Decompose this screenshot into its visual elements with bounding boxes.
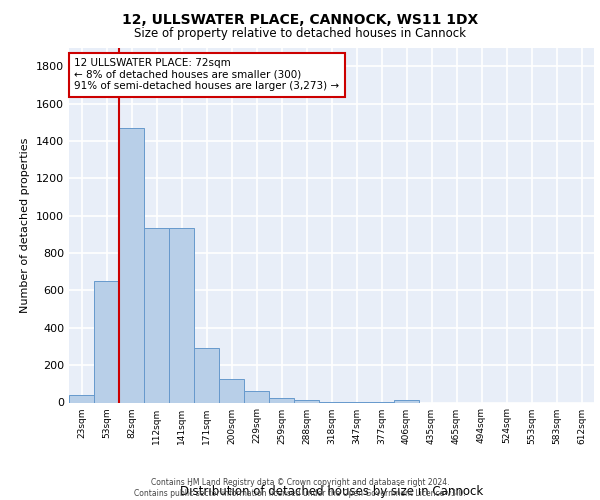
Text: 12 ULLSWATER PLACE: 72sqm
← 8% of detached houses are smaller (300)
91% of semi-: 12 ULLSWATER PLACE: 72sqm ← 8% of detach… — [74, 58, 340, 92]
Bar — [94, 281, 119, 402]
Bar — [119, 128, 144, 402]
Text: Contains HM Land Registry data © Crown copyright and database right 2024.
Contai: Contains HM Land Registry data © Crown c… — [134, 478, 466, 498]
Bar — [244, 392, 269, 402]
Bar — [394, 400, 419, 402]
Bar — [169, 228, 194, 402]
Text: Size of property relative to detached houses in Cannock: Size of property relative to detached ho… — [134, 28, 466, 40]
Bar — [194, 348, 219, 403]
Bar — [269, 398, 294, 402]
Bar — [219, 379, 244, 402]
Text: 12, ULLSWATER PLACE, CANNOCK, WS11 1DX: 12, ULLSWATER PLACE, CANNOCK, WS11 1DX — [122, 12, 478, 26]
Bar — [294, 400, 319, 402]
Y-axis label: Number of detached properties: Number of detached properties — [20, 138, 31, 312]
Bar — [69, 396, 94, 402]
Bar — [144, 228, 169, 402]
X-axis label: Distribution of detached houses by size in Cannock: Distribution of detached houses by size … — [180, 486, 483, 498]
